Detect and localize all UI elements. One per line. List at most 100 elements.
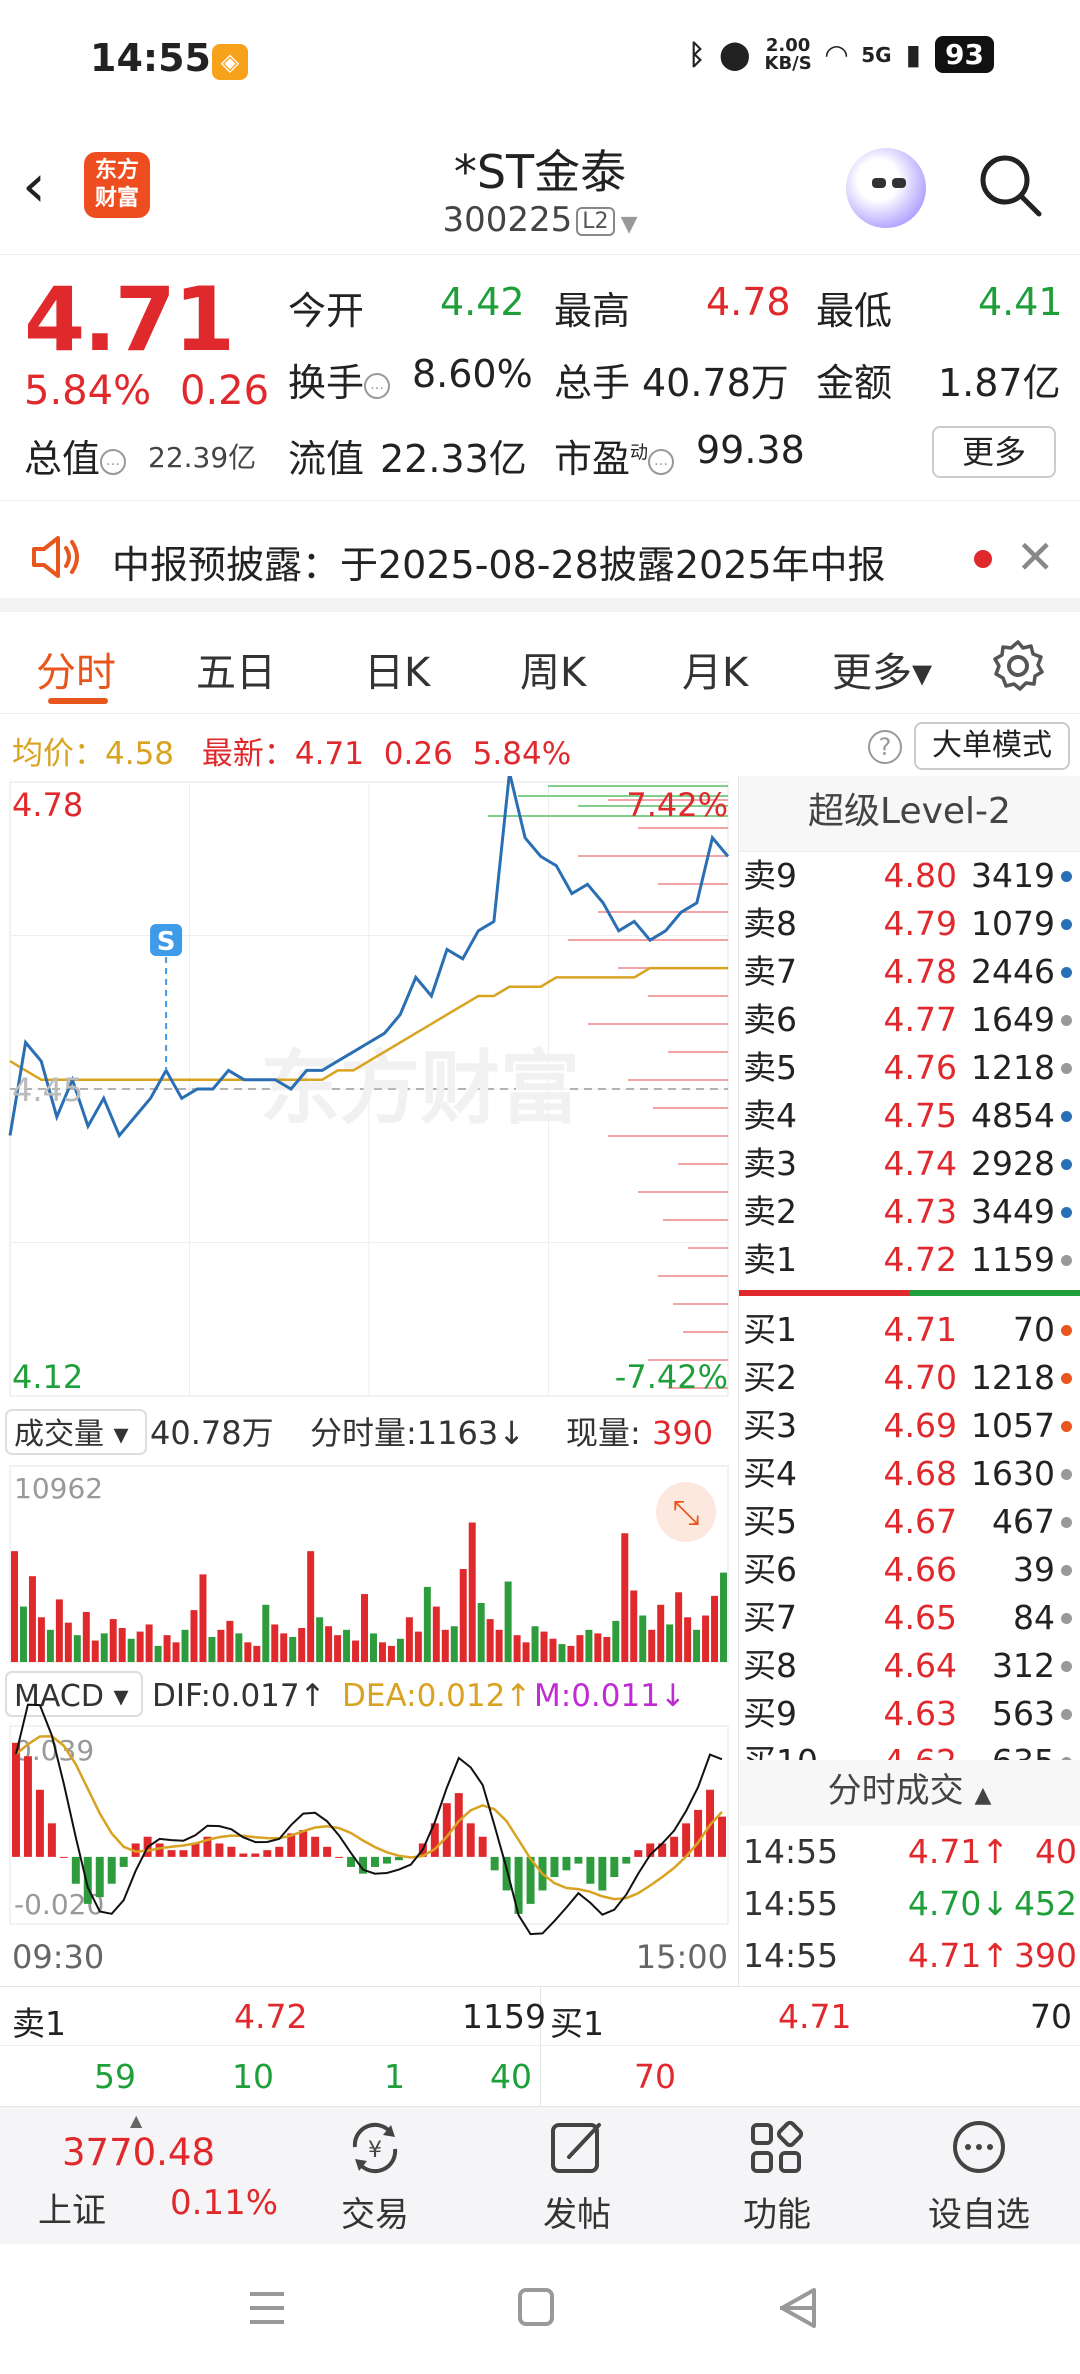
bid-row[interactable]: 买3 4.69 1057 [739, 1402, 1080, 1450]
home-icon[interactable] [518, 2288, 554, 2326]
macd-bar [622, 1856, 631, 1864]
bid-row[interactable]: 买1 4.71 70 [739, 1306, 1080, 1354]
summary-sell-vol: 1159 [462, 1997, 546, 2036]
bid-row[interactable]: 买6 4.66 39 [739, 1546, 1080, 1594]
nav-trade[interactable]: ¥ 交易 [310, 2117, 440, 2236]
summary-sell-label: 卖1 [12, 2004, 66, 2043]
level-volume: 3419 [971, 856, 1055, 895]
level-dot [1061, 871, 1072, 882]
volume-bar [594, 1633, 602, 1662]
bid-row[interactable]: 买5 4.67 467 [739, 1498, 1080, 1546]
ask-row[interactable]: 卖2 4.73 3449 [739, 1188, 1080, 1236]
pe-value: 99.38 [696, 428, 805, 472]
volume-bar [612, 1620, 620, 1662]
macd-bar [251, 1853, 260, 1857]
apps-icon [751, 2120, 804, 2173]
ask-row[interactable]: 卖8 4.79 1079 [739, 900, 1080, 948]
info-icon[interactable]: … [364, 372, 391, 399]
order-book-title[interactable]: 超级Level-2 [739, 776, 1080, 852]
notice-bar[interactable]: 中报预披露：于2025-08-28披露2025年中报 ✕ [0, 502, 1080, 612]
gear-icon[interactable] [990, 638, 1046, 694]
chart-area[interactable]: 东方财富 4.78 4.12 4.45 7.42% -7.42% S 成交量 ▾ 40.78万… [0, 772, 738, 1990]
turnover-label: 换手… [288, 352, 391, 407]
tab-more[interactable]: 更多▾ [832, 650, 933, 696]
volume-max-label: 10962 [14, 1472, 103, 1505]
volume-bar [352, 1640, 360, 1662]
volume-bar [513, 1635, 521, 1662]
nav-functions[interactable]: 功能 [712, 2117, 842, 2236]
bid-row[interactable]: 买7 4.65 84 [739, 1594, 1080, 1642]
more-quote-button[interactable]: 更多 [932, 426, 1056, 478]
menu-icon[interactable] [250, 2292, 284, 2324]
macd-bar [215, 1843, 224, 1857]
macd-bar [442, 1803, 451, 1857]
volume-bar [226, 1620, 234, 1662]
nav-add-watchlist[interactable]: 设自选 [914, 2117, 1044, 2236]
volume-bar [253, 1645, 261, 1662]
level-price: 4.79 [883, 904, 957, 943]
volume-bar [576, 1635, 584, 1662]
back-nav-icon[interactable] [780, 2288, 816, 2328]
volume-bar [46, 1629, 54, 1662]
summary-buy-label: 买1 [550, 2004, 604, 2043]
level-volume: 1218 [971, 1048, 1055, 1087]
caret-up-icon: ▲ [130, 2111, 143, 2130]
more-dots-icon [953, 2121, 1005, 2173]
nav-post[interactable]: 发帖 [512, 2117, 642, 2236]
level-label: 卖4 [743, 1096, 797, 1135]
level-volume: 4854 [971, 1096, 1055, 1135]
status-time: 14:55 [90, 36, 211, 80]
ask-row[interactable]: 卖9 4.80 3419 [739, 852, 1080, 900]
ask-row[interactable]: 卖4 4.75 4854 [739, 1092, 1080, 1140]
volume-bar [648, 1629, 656, 1662]
assistant-robot-icon[interactable] [846, 148, 926, 228]
ask-row[interactable]: 卖1 4.72 1159 [739, 1236, 1080, 1284]
info-icon[interactable]: … [648, 448, 675, 475]
volume-bar [567, 1645, 575, 1662]
volume-bar [244, 1642, 252, 1662]
volume-bar [100, 1633, 108, 1662]
info-icon[interactable]: … [100, 448, 127, 475]
volume-bar [603, 1636, 611, 1662]
tab-intraday[interactable]: 分时 [36, 650, 116, 696]
volume-bar [423, 1586, 431, 1662]
level-price: 4.69 [883, 1406, 957, 1445]
bid-row[interactable]: 买9 4.63 563 [739, 1690, 1080, 1738]
level-label: 买6 [743, 1550, 797, 1589]
help-icon[interactable]: ? [868, 730, 902, 764]
trades-title[interactable]: 分时成交 ▲ [739, 1760, 1080, 1826]
network-type: 5G [861, 42, 892, 67]
volume-bar [441, 1629, 449, 1662]
level-price: 4.62 [857, 1738, 957, 1760]
ask-row[interactable]: 卖3 4.74 2928 [739, 1140, 1080, 1188]
mktcap-value: 22.39亿 [148, 441, 257, 474]
summary-buy-vol: 70 [1030, 1997, 1072, 2036]
search-icon[interactable] [975, 150, 1045, 220]
app-logo[interactable]: 东方 财富 [84, 152, 150, 218]
volume-bar [199, 1574, 207, 1662]
bid-row[interactable]: 买4 4.68 1630 [739, 1450, 1080, 1498]
bid-row[interactable]: 买10 4.62635 [739, 1738, 1080, 1760]
stock-code-selector[interactable]: 300225 L2 ▼ [0, 200, 1080, 240]
tab-weekly-k[interactable]: 周K [520, 650, 587, 696]
tab-five-day[interactable]: 五日 [196, 650, 276, 696]
ask-row[interactable]: 卖7 4.78 2446 [739, 948, 1080, 996]
level-dot [1061, 1111, 1072, 1122]
tab-monthly-k[interactable]: 月K [682, 650, 749, 696]
low-value: 4.41 [978, 280, 1063, 324]
ask-row[interactable]: 卖6 4.77 1649 [739, 996, 1080, 1044]
big-order-mode-button[interactable]: 大单模式 [914, 722, 1070, 770]
macd-chart: MACD ▾ DIF:0.017↑ DEA:0.012↑ M:0.011↓0.039-… [5, 1671, 729, 1976]
tab-daily-k[interactable]: 日K [364, 650, 431, 696]
close-icon[interactable]: ✕ [1016, 530, 1055, 584]
volume-label: 总手 [554, 361, 631, 405]
pe-label: 市盈动… [554, 428, 675, 483]
ask-row[interactable]: 卖5 4.76 1218 [739, 1044, 1080, 1092]
level-volume: 1630 [971, 1454, 1055, 1493]
intraday-chart[interactable]: 东方财富 4.78 4.12 4.45 7.42% -7.42% S 成交量 ▾ 40.78万… [0, 772, 738, 1986]
bid-row[interactable]: 买2 4.70 1218 [739, 1354, 1080, 1402]
level-price: 4.76 [883, 1048, 957, 1087]
emoney-notification-icon: ◈ [212, 44, 248, 80]
bid-row[interactable]: 买8 4.64 312 [739, 1642, 1080, 1690]
back-button[interactable]: ‹ [22, 151, 46, 221]
